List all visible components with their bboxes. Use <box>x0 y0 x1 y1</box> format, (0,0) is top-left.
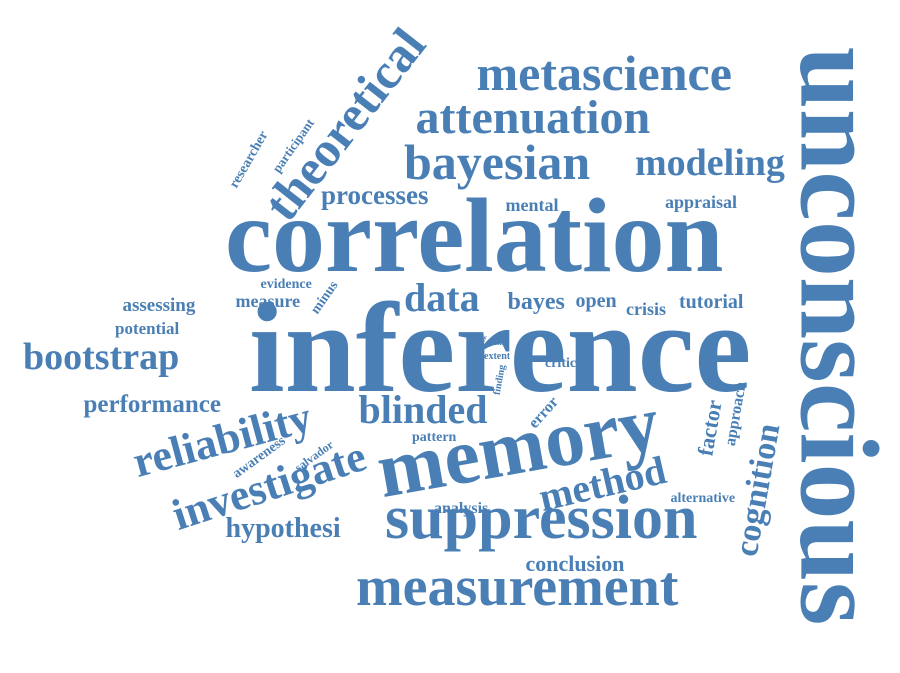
word-pattern: pattern <box>412 430 457 445</box>
word-data: data <box>404 275 480 320</box>
word-metascience: metascience <box>476 45 732 101</box>
word-appraisal: appraisal <box>665 192 738 212</box>
word-crisis: crisis <box>626 299 666 319</box>
word-mental: mental <box>505 195 559 215</box>
word-open: open <box>575 290 617 312</box>
word-blinded: blinded <box>358 387 488 432</box>
word-extent: extent <box>484 351 511 362</box>
word-conclusion: conclusion <box>525 551 625 576</box>
word-modeling: modeling <box>635 142 785 184</box>
word-bayesian: bayesian <box>404 134 591 190</box>
word-alternative: alternative <box>670 491 736 506</box>
word-bootstrap: bootstrap <box>23 336 180 378</box>
word-unconscious: unconscious <box>775 46 900 626</box>
word-processes: processes <box>321 179 429 210</box>
word-critical: critical <box>545 356 587 371</box>
word-bayes: bayes <box>507 289 565 315</box>
word-measurement: measurement <box>356 556 679 618</box>
word-inference: inference <box>249 277 752 419</box>
word-assessing: assessing <box>122 294 196 316</box>
word-nhst: nhst <box>492 338 508 347</box>
word-suppression: suppression <box>385 484 698 552</box>
word-potential: potential <box>115 318 180 338</box>
word-correlation: correlation <box>225 177 724 294</box>
word-attenuation: attenuation <box>415 91 651 144</box>
word-hypothesi: hypothesi <box>225 513 341 544</box>
word-analysis: analysis <box>434 500 489 517</box>
word-evidence: evidence <box>260 277 312 292</box>
word-measure: measure <box>235 291 301 311</box>
word-tutorial: tutorial <box>679 291 744 313</box>
word-performance: performance <box>83 390 221 418</box>
